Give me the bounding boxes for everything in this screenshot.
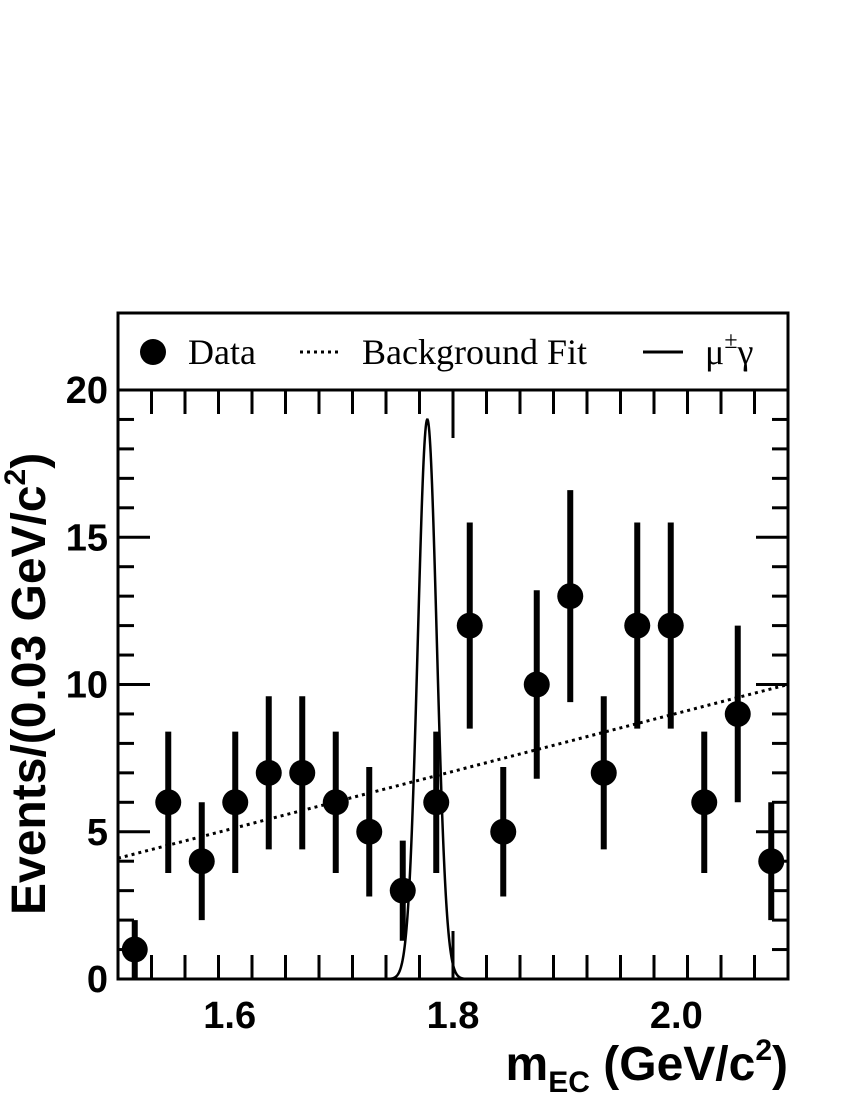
tick-labels: 1.6 1.8 2.0 0 5 10 15 20 [66, 370, 703, 1037]
legend-label-background: Background Fit [362, 332, 587, 372]
data-point [289, 759, 316, 786]
x-axis-title-close: ) [772, 1038, 788, 1091]
background-fit-layer [117, 683, 789, 860]
data-point [121, 936, 148, 963]
data-point [222, 789, 249, 816]
data-point [188, 848, 215, 875]
data-point [724, 700, 751, 727]
x-axis-title-base: m [506, 1038, 549, 1091]
legend-label-data: Data [188, 332, 256, 372]
signal-curve-layer [385, 418, 476, 981]
x-axis-title-sup: 2 [755, 1034, 772, 1067]
legend-signal-tail: γ [736, 332, 753, 372]
y-tick-label: 10 [66, 665, 108, 707]
y-axis-title: Events/(0.03 GeV/c2) [0, 453, 56, 915]
data-point [322, 789, 349, 816]
legend-marker-data [140, 339, 166, 365]
y-tick-label: 20 [66, 370, 108, 412]
x-axis-title: mEC (GeV/c2) [506, 1034, 788, 1099]
axis-ticks [116, 388, 790, 981]
background-fit-line [117, 683, 789, 860]
legend: Data Background Fit μ±γ [140, 328, 753, 372]
y-axis-title-sup: 2 [0, 469, 32, 486]
data-point [523, 671, 550, 698]
y-axis-title-main: Events/(0.03 GeV/c [3, 485, 56, 915]
x-axis-title-sub: EC [548, 1066, 590, 1099]
data-point [255, 759, 282, 786]
y-tick-label: 0 [87, 959, 108, 1001]
y-tick-label: 5 [87, 812, 108, 854]
legend-signal-sup: ± [724, 328, 737, 354]
data-point [490, 818, 517, 845]
x-tick-label: 1.6 [203, 995, 256, 1037]
plot-frame [116, 388, 790, 981]
data-point [624, 612, 651, 639]
signal-curve [385, 418, 476, 981]
data-point [657, 612, 684, 639]
y-tick-label: 15 [66, 517, 108, 559]
x-tick-label: 1.8 [427, 995, 480, 1037]
legend-label-signal: μ±γ [705, 328, 753, 372]
data-point [691, 789, 718, 816]
data-points-layer [121, 490, 785, 979]
data-point [389, 877, 416, 904]
data-point [456, 612, 483, 639]
x-axis-title-rest: (GeV/c [590, 1038, 755, 1091]
data-point [557, 583, 584, 610]
data-point [758, 848, 785, 875]
y-axis-title-close: ) [3, 453, 56, 469]
data-point [356, 818, 383, 845]
data-point [590, 759, 617, 786]
data-point [155, 789, 182, 816]
data-point [423, 789, 450, 816]
legend-signal-base: μ [705, 332, 724, 372]
x-tick-label: 2.0 [650, 995, 703, 1037]
